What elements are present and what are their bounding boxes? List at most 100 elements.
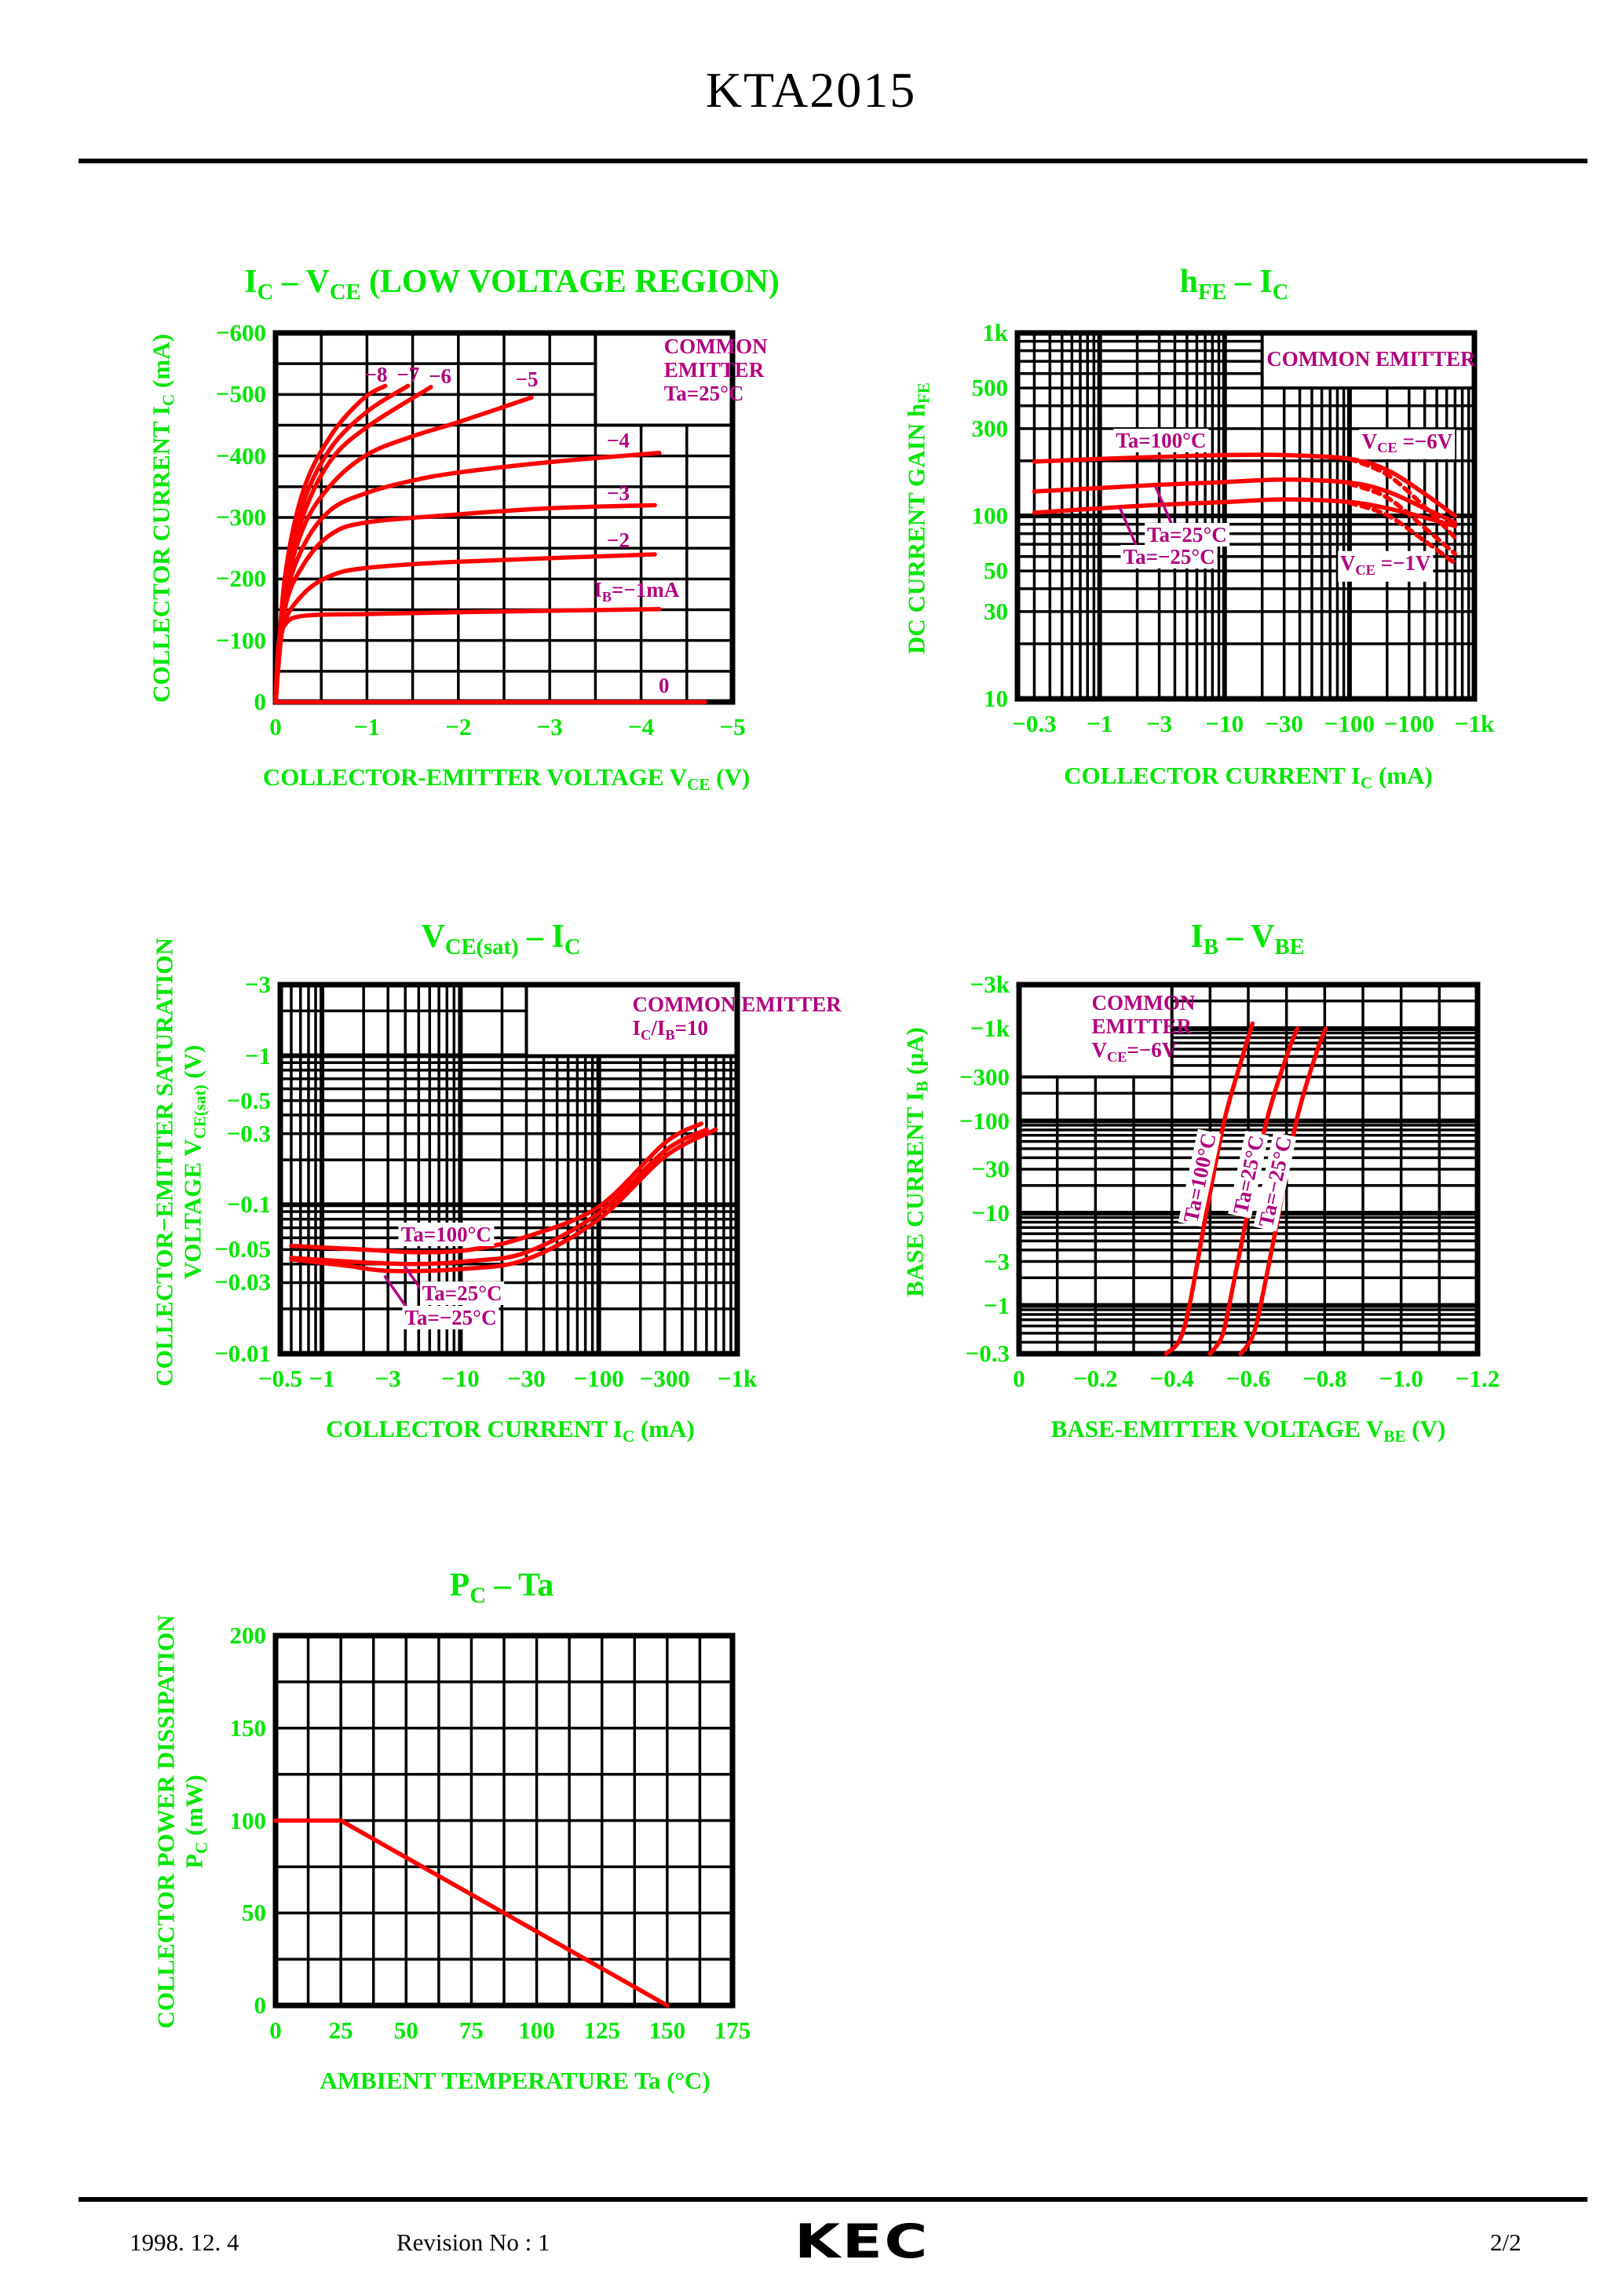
annotation-line: −6 (429, 364, 451, 388)
curve-0 (1032, 452, 1458, 518)
legend-box (594, 331, 734, 427)
x-tick-label: −1k (1454, 710, 1495, 737)
y-tick-label: −0.01 (214, 1340, 271, 1367)
chart-annotation: IB=−1mA (594, 578, 679, 609)
y-tick-label: 0 (254, 688, 267, 715)
text-segment: V (1339, 550, 1356, 575)
annotation-line: −5 (516, 367, 539, 391)
x-tick-label: 0 (269, 713, 282, 740)
x-tick-label: −1 (353, 713, 380, 740)
annotation-line: −4 (607, 429, 630, 452)
text-segment: −5 (515, 367, 539, 391)
x-tick-label: −30 (507, 1365, 546, 1392)
chart-annotation: COMMON EMITTER IC/IB=10 (633, 993, 842, 1047)
annotation-line: −2 (607, 528, 630, 552)
document-title: KTA2015 (705, 62, 917, 118)
y-axis-label-line: DC CURRENT GAIN hFE (902, 382, 937, 654)
chart-title: PC – Ta (450, 1567, 554, 1609)
text-segment: h (1179, 264, 1198, 301)
x-tick-label: 175 (714, 2016, 751, 2044)
x-axis-label: COLLECTOR-EMITTER VOLTAGE VCE (V) (263, 763, 750, 795)
footer-rule (79, 2197, 1587, 2202)
x-tick-label: −3 (536, 713, 563, 740)
x-tick-label: −5 (719, 713, 746, 740)
x-tick-label: 100 (518, 2016, 555, 2044)
text-segment: (μA) (901, 1027, 929, 1081)
y-tick-label: −0.3 (226, 1119, 271, 1147)
x-tick-label: −100 (1383, 710, 1434, 737)
x-tick-label: −3 (374, 1365, 401, 1392)
y-tick-label: −3k (970, 971, 1010, 998)
subscript-text: C (192, 1841, 211, 1854)
footer-page-number: 2/2 (1490, 2228, 1522, 2256)
x-tick-label: −1 (1087, 710, 1113, 737)
text-segment: I (632, 1016, 641, 1040)
text-segment: I (244, 264, 258, 301)
chart-annotation: Ta=25°C (419, 1281, 505, 1306)
text-segment: P (449, 1567, 470, 1604)
y-axis-label-line: COLLECTOR−EMITTER SATURATION (150, 938, 178, 1386)
annotation-pointer (383, 1274, 408, 1309)
text-segment: −6 (429, 364, 451, 388)
x-tick-label: −1k (717, 1365, 758, 1392)
subscript-text: CE (1355, 561, 1375, 578)
text-segment: – Ta (485, 1567, 554, 1604)
x-tick-label: −300 (639, 1365, 690, 1392)
annotation-line: Ta=100°C (401, 1223, 491, 1246)
annotation-line: EMITTER (1091, 1015, 1195, 1038)
text-segment: VOLTAGE V (178, 1139, 206, 1280)
text-segment: Ta=25°C (663, 382, 744, 405)
text-segment: COLLECTOR CURRENT I (1064, 761, 1361, 789)
annotation-line: Ta=−25°C (1123, 545, 1215, 569)
chart-annotation: COMMON EMITTER Ta=25°C (664, 335, 768, 405)
annotation-line: −7 (396, 363, 419, 386)
text-segment: P (180, 1853, 208, 1869)
y-tick-label: −600 (215, 319, 266, 346)
text-segment: I (1190, 919, 1204, 956)
annotation-line: Ta=100°C (1116, 429, 1206, 452)
annotation-line: VCE =−1V (1340, 551, 1431, 582)
text-segment: DC CURRENT GAIN h (902, 403, 930, 654)
text-segment: – V (1218, 919, 1275, 956)
annotation-line: Ta=−25°C (404, 1306, 496, 1329)
y-tick-label: −0.3 (965, 1340, 1010, 1367)
y-axis-label: COLLECTOR−EMITTER SATURATION VOLTAGE VCE… (150, 938, 214, 1386)
chart-annotation: −6 (429, 364, 451, 388)
y-tick-label: −10 (971, 1199, 1010, 1227)
y-tick-label: −0.05 (214, 1235, 271, 1263)
x-tick-label: −1.0 (1379, 1365, 1423, 1392)
text-segment: −3 (607, 481, 630, 505)
chart-annotation: 0 (659, 674, 670, 697)
annotation-pointer (404, 1265, 422, 1291)
x-axis-label: AMBIENT TEMPERATURE Ta (°C) (320, 2067, 710, 2095)
chart-annotation: Ta=100°C (398, 1222, 494, 1246)
subscript-text: C (469, 1583, 486, 1608)
curve-2 (289, 1127, 718, 1274)
annotation-line: Ta=25°C (1147, 523, 1227, 547)
text-segment: (mA) (634, 1414, 695, 1442)
text-segment: Ta=100°C (400, 1222, 491, 1246)
y-tick-label: 500 (971, 374, 1009, 402)
text-segment: – V (273, 264, 330, 301)
text-segment: EMITTER (1091, 1014, 1192, 1038)
header-rule (79, 159, 1587, 163)
curve-8 (273, 383, 388, 704)
text-segment: Ta=−25°C (1123, 544, 1215, 569)
y-tick-label: −1 (244, 1041, 271, 1069)
x-tick-label: −1.2 (1455, 1365, 1500, 1392)
text-segment: COLLECTOR POWER DISSIPATION (152, 1614, 180, 2029)
text-segment: COLLECTOR-EMITTER VOLTAGE V (262, 762, 688, 791)
x-tick-label: 25 (328, 2016, 353, 2044)
text-segment: COLLECTOR CURRENT I (147, 406, 175, 703)
x-axis-label: COLLECTOR CURRENT IC (mA) (1064, 762, 1433, 793)
chart-annotation: Ta=−25°C (402, 1305, 499, 1329)
text-segment: =−1V (1375, 550, 1431, 575)
y-tick-label: 300 (971, 414, 1009, 442)
x-tick-label: −1 (309, 1365, 335, 1392)
pc-ta-chart: 0 25 50 75 100 125 150 175 0 50 100 150 200 (230, 1621, 751, 2044)
text-segment: −8 (364, 363, 388, 387)
text-segment: COMMON EMITTER (632, 993, 842, 1017)
y-axis-label-line: BASE CURRENT IB (μA) (901, 1027, 936, 1297)
y-tick-label: 10 (984, 685, 1008, 712)
y-tick-label: −100 (215, 626, 266, 654)
